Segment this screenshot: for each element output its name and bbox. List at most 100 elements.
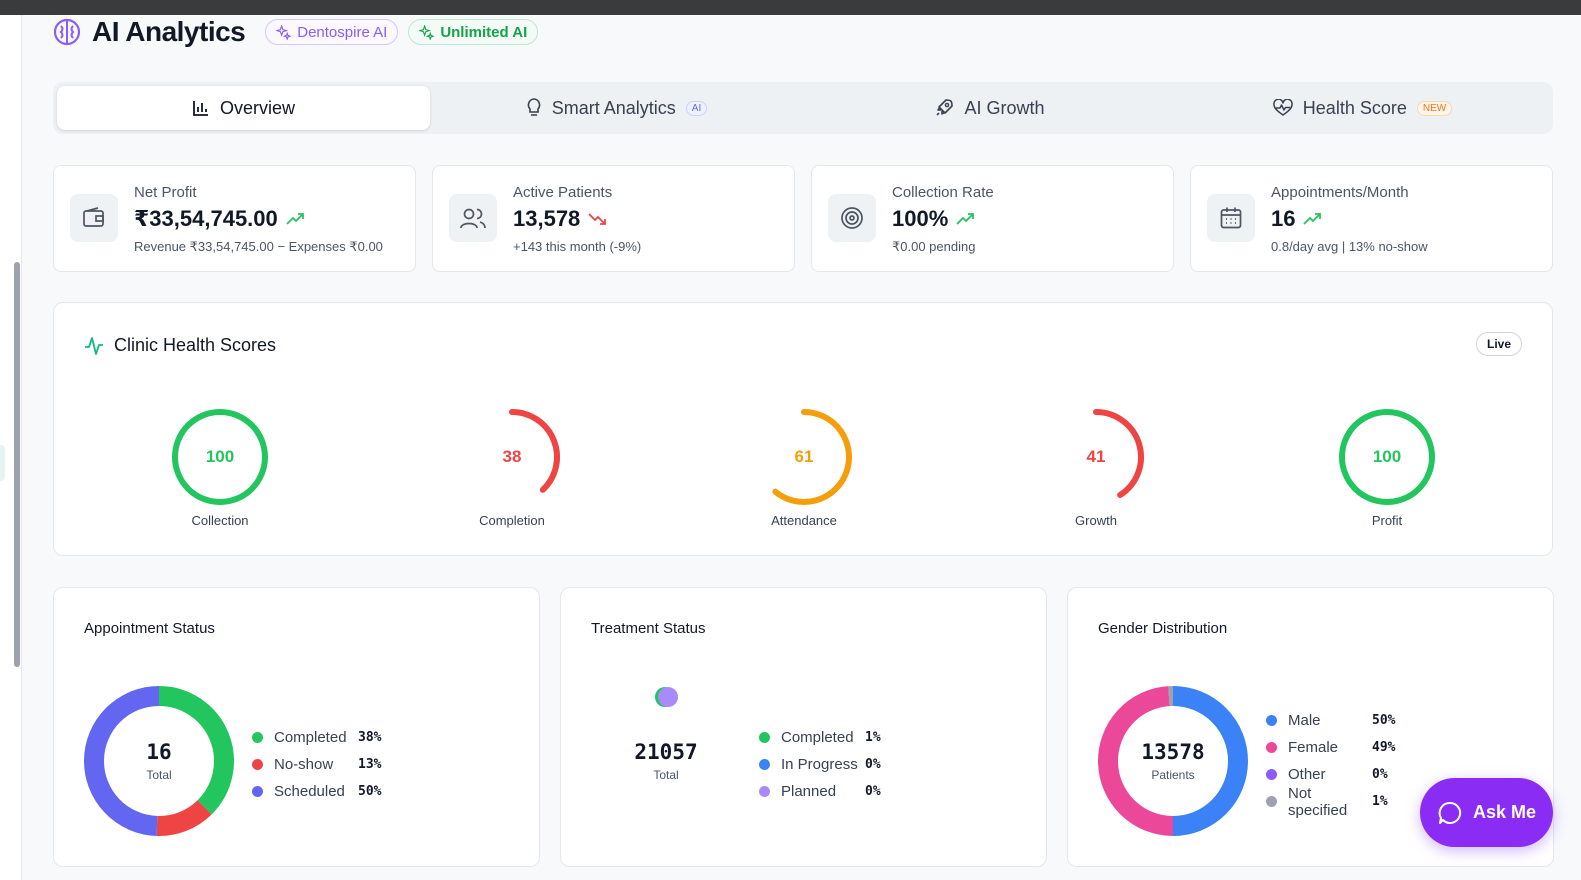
tab-ai-growth[interactable]: AI Growth [803, 86, 1176, 130]
sidebar-toggle-nub[interactable] [0, 445, 5, 481]
kpi-value: 13,578 [513, 206, 607, 232]
gauge-value: 61 [794, 447, 814, 466]
sparkles-icon [419, 24, 435, 40]
tab-ai-growth-label: AI Growth [964, 97, 1045, 118]
kpi-label: Collection Rate [892, 184, 994, 201]
tab-smart-analytics[interactable]: Smart Analytics AI [430, 86, 803, 130]
card-title: Gender Distribution [1098, 620, 1228, 637]
donut-center: 21057 Total [589, 684, 743, 838]
legend: Completed 38% No-show 13% Scheduled 50% [252, 724, 381, 805]
card-title: Treatment Status [591, 620, 706, 637]
gauge-ring [1339, 409, 1435, 505]
heart-pulse-icon [1273, 99, 1293, 116]
donut-segment-no-show[interactable] [156, 799, 212, 836]
legend-item: Planned 0% [759, 778, 881, 805]
legend-pct: 0% [865, 784, 881, 799]
donut-segment-scheduled[interactable] [84, 686, 160, 836]
ask-me-button[interactable]: Ask Me [1420, 778, 1553, 847]
legend-item: Completed 1% [759, 724, 881, 751]
kpi-net-profit: Net Profit ₹33,54,745.00 Revenue ₹33,54,… [53, 165, 416, 272]
page-header: AI Analytics Dentospire AI Unlimited AI [52, 16, 548, 48]
legend-dot [1266, 715, 1277, 726]
kpi-active-patients: Active Patients 13,578 +143 this month (… [432, 165, 795, 272]
legend-dot [252, 732, 263, 743]
left-rail [0, 15, 22, 880]
legend-dot [759, 732, 770, 743]
legend: Completed 1% In Progress 0% Planned 0% [759, 724, 881, 805]
legend-dot [252, 786, 263, 797]
donut-total: 13578 [1141, 740, 1205, 764]
kpi-label: Appointments/Month [1271, 184, 1409, 201]
target-icon [841, 207, 863, 229]
gauge-label: Attendance [771, 513, 837, 528]
scrollbar-thumb[interactable] [14, 262, 20, 667]
gauge-value: 41 [1086, 447, 1106, 466]
gauge-value: 100 [205, 447, 235, 466]
gauge-attendance: 61 Attendance [749, 405, 859, 528]
kpi-subtext: ₹0.00 pending [892, 239, 976, 254]
health-title-text: Clinic Health Scores [114, 335, 277, 355]
health-card-title: Clinic Health Scores [84, 335, 276, 356]
legend-pct: 49% [1372, 740, 1396, 755]
legend-pct: 13% [358, 757, 382, 772]
tab-smart-analytics-label: Smart Analytics [551, 97, 676, 118]
legend-item: Scheduled 50% [252, 778, 381, 805]
legend-dot [1266, 769, 1277, 780]
gauge-collection: 100 Collection [165, 405, 275, 528]
legend-dot [759, 786, 770, 797]
live-badge: Live [1475, 332, 1522, 356]
gauge-ring [772, 409, 852, 505]
wallet-icon-box [70, 194, 118, 242]
dentospire-ai-badge: Dentospire AI [265, 19, 399, 45]
legend-dot [1266, 742, 1277, 753]
browser-top-bar [0, 0, 1581, 15]
kpi-value: 16 [1271, 206, 1322, 232]
tab-overview[interactable]: Overview [57, 86, 430, 130]
trending-up-icon [956, 213, 975, 225]
legend-label: Scheduled [274, 783, 345, 800]
kpi-value: 100% [892, 206, 975, 232]
legend-item: Female 49% [1266, 734, 1395, 761]
tab-health-score-label: Health Score [1302, 97, 1407, 118]
gauge-arc [772, 409, 852, 505]
activity-icon [85, 336, 103, 355]
legend-label: Completed [781, 729, 854, 746]
gauge-arc [1093, 409, 1144, 498]
legend-label: No-show [274, 756, 334, 773]
trending-down-icon [588, 213, 607, 225]
treatment-status-card: Treatment Status 21057 Total Completed 1%… [560, 587, 1047, 867]
gauge-arc [509, 409, 560, 493]
treatment-status-mini-chart [655, 687, 678, 707]
legend-item: Completed 38% [252, 724, 381, 751]
kpi-value-text: 13,578 [513, 206, 581, 231]
donut-total: 16 [146, 740, 172, 764]
kpi-subtext: 0.8/day avg | 13% no-show [1271, 239, 1428, 254]
donut-segment-male[interactable] [1172, 686, 1248, 836]
kpi-value-text: ₹33,54,745.00 [134, 206, 278, 231]
legend-pct: 50% [1372, 713, 1396, 728]
legend-label: Female [1288, 739, 1339, 756]
legend-pct: 50% [358, 784, 382, 799]
legend: Male 50% Female 49% Other 0% Not specified 1… [1266, 707, 1396, 819]
legend-item: Not specified 1% [1266, 785, 1395, 819]
gender-distribution-donut [1098, 686, 1248, 836]
clinic-health-scores-card: Clinic Health Scores Live 100 Collection… [53, 302, 1553, 556]
legend-label: Other [1288, 766, 1326, 783]
target-icon-box [828, 194, 876, 242]
dentospire-ai-label: Dentospire AI [297, 23, 388, 41]
donut-segment-female[interactable] [1098, 686, 1174, 836]
legend-dot [759, 759, 770, 770]
trending-up-icon [286, 213, 304, 225]
card-title: Appointment Status [84, 620, 215, 637]
kpi-collection-rate: Collection Rate 100% ₹0.00 pending [811, 165, 1174, 272]
donut-segment-completed[interactable] [158, 686, 234, 815]
gauge-arc [1339, 409, 1435, 505]
tab-health-score[interactable]: Health Score NEW [1176, 86, 1549, 130]
gauge-profit: 100 Profit [1332, 405, 1442, 528]
kpi-value: ₹33,54,745.00 [134, 206, 304, 232]
gauge-label: Growth [1075, 513, 1117, 528]
gauge-ring [172, 409, 268, 505]
legend-pct: 0% [1372, 767, 1388, 782]
gauge-arc [172, 409, 268, 505]
donut-caption: Total [653, 768, 679, 782]
